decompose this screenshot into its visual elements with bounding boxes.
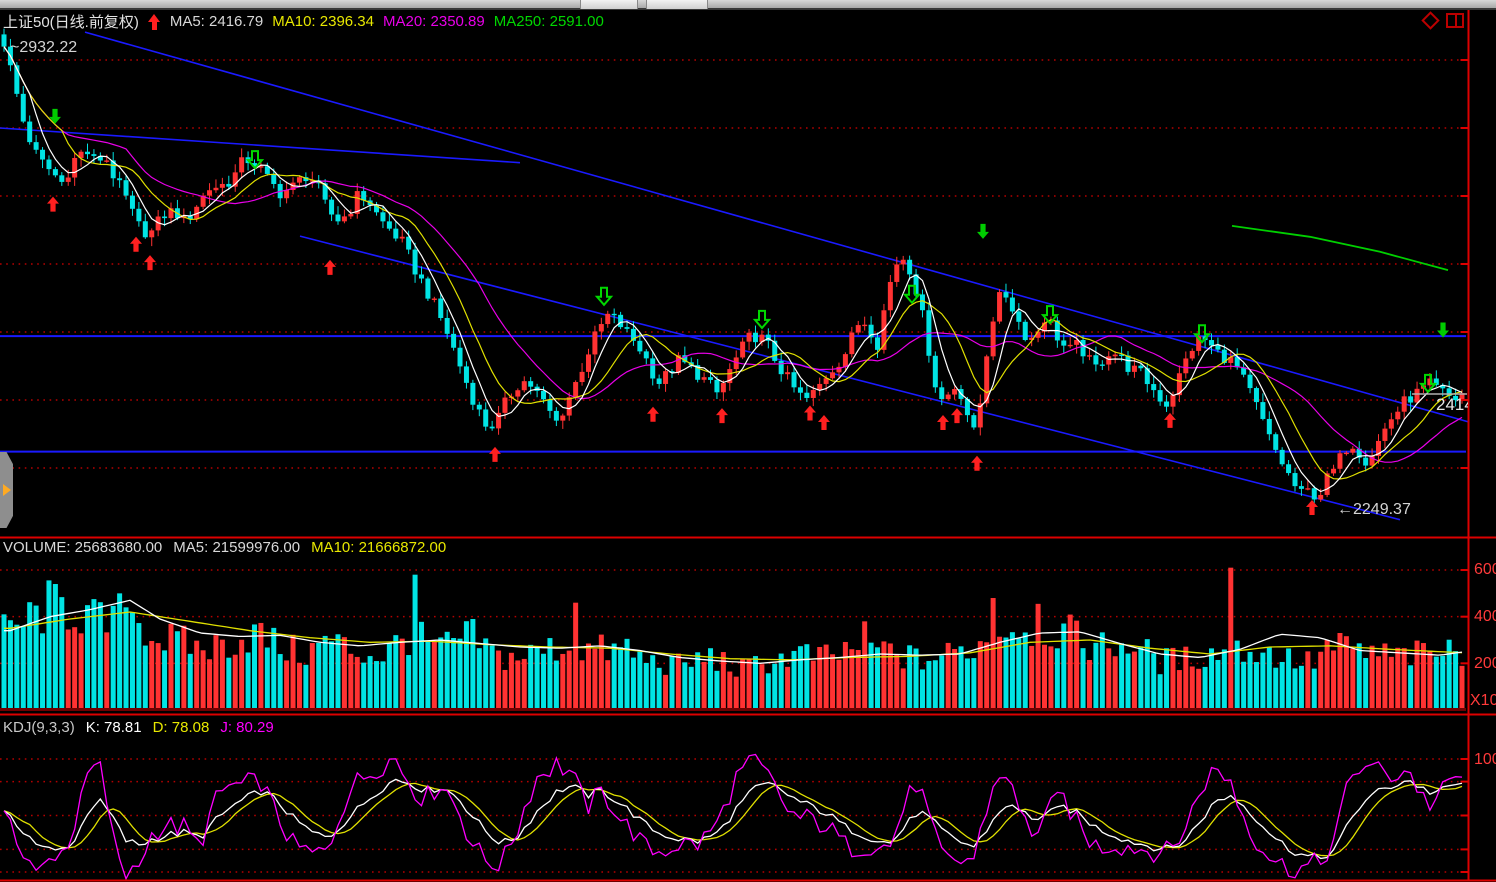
ma10-readout: MA10: 2396.34 — [272, 13, 374, 30]
expand-right-arrow-icon — [3, 484, 11, 496]
low-price-label: ←2249.37 — [1337, 501, 1411, 518]
toolbar-tab-segment — [646, 0, 708, 9]
main-chart-header: 上证50(日线.前复权) MA5: 2416.79 MA10: 2396.34 … — [3, 11, 604, 32]
volume-readout: VOLUME: 25683680.00 — [3, 539, 163, 556]
volume-ma10-readout: MA10: 21666872.00 — [311, 539, 447, 556]
instrument-title: 上证50(日线.前复权) — [3, 14, 139, 31]
ma5-readout: MA5: 2416.79 — [169, 13, 264, 30]
volume-ma5-readout: MA5: 21599976.00 — [173, 539, 301, 556]
ma20-readout: MA20: 2350.89 — [383, 13, 485, 30]
volume-pane-header: VOLUME: 25683680.00 MA5: 21599976.00 MA1… — [3, 539, 446, 556]
volume-axis-label-6000: 6000 — [1474, 561, 1496, 578]
panel-expand-tab[interactable] — [0, 452, 13, 528]
kdj-axis-label-100: 100 — [1474, 751, 1496, 768]
kdj-params-label: KDJ(9,3,3) — [3, 719, 75, 736]
kdj-j-readout: J: 80.29 — [220, 719, 274, 736]
kdj-d-readout: D: 78.08 — [152, 719, 210, 736]
volume-axis-label-2000: 2000 — [1474, 655, 1496, 672]
diamond-icon[interactable] — [1421, 11, 1440, 30]
ma250-readout: MA250: 2591.00 — [493, 13, 604, 30]
peak-price-label: ~2932.22 — [10, 39, 78, 56]
last-price-label: 2414 — [1436, 395, 1468, 414]
volume-axis-unit-label: X10000 — [1470, 692, 1496, 709]
kdj-k-readout: K: 78.81 — [85, 719, 142, 736]
split-window-icon[interactable] — [1446, 13, 1464, 28]
chart-corner-controls — [1421, 11, 1464, 30]
window-top-strip — [0, 0, 1496, 10]
toolbar-tab-segment — [580, 0, 638, 9]
kdj-pane-header: KDJ(9,3,3) K: 78.81 D: 78.08 J: 80.29 — [3, 719, 274, 736]
volume-axis-label-4000: 4000 — [1474, 608, 1496, 625]
up-arrow-icon — [147, 13, 161, 30]
